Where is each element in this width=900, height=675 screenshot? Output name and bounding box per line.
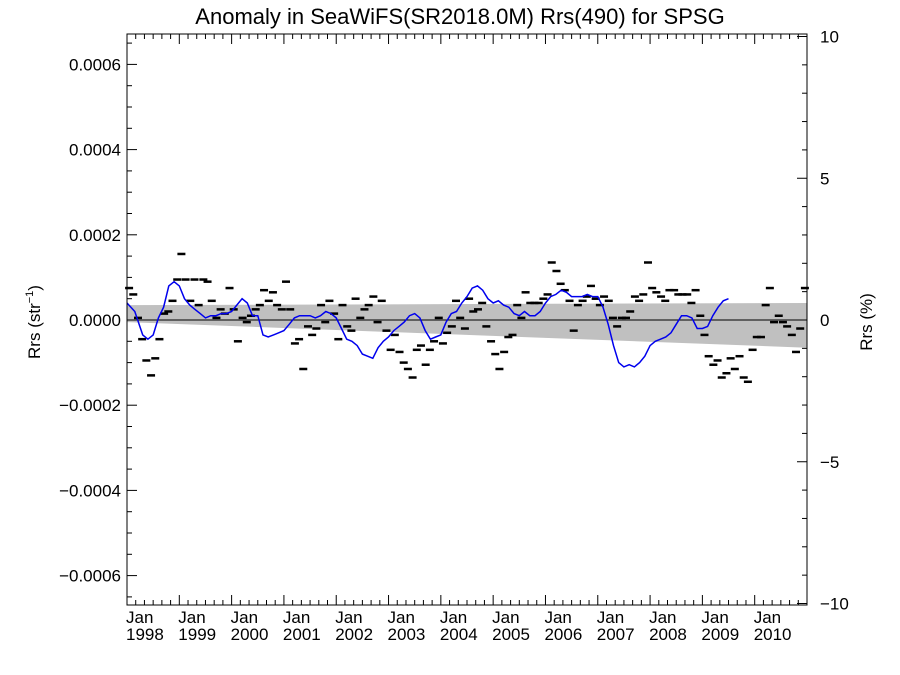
- y-left-tick-label: −0.0004: [59, 481, 121, 500]
- x-tick-label-month: Jan: [388, 608, 415, 627]
- y-right-tick-label: −10: [820, 595, 849, 614]
- chart-title: Anomaly in SeaWiFS(SR2018.0M) Rrs(490) f…: [195, 4, 724, 29]
- y-right-tick-label: 0: [820, 311, 829, 330]
- y-axis-right: 10 5 0 −5 −10: [797, 28, 849, 614]
- y-right-tick-label: 5: [820, 169, 829, 188]
- y-left-tick-label: 0.0000: [69, 311, 121, 330]
- x-tick-label-year: 2002: [335, 625, 373, 644]
- uncertainty-band: [127, 303, 807, 348]
- x-tick-label-year: 2006: [544, 625, 582, 644]
- x-tick-label-month: Jan: [126, 608, 153, 627]
- x-tick-label-month: Jan: [544, 608, 571, 627]
- x-tick-label-year: 2007: [597, 625, 635, 644]
- x-tick-label-month: Jan: [231, 608, 258, 627]
- y-left-tick-label: −0.0006: [59, 567, 121, 586]
- y-left-tick-label: −0.0002: [59, 396, 121, 415]
- x-tick-label-month: Jan: [754, 608, 781, 627]
- x-tick-label-year: 2008: [649, 625, 687, 644]
- plot-area: [125, 33, 809, 606]
- x-tick-label-year: 1999: [178, 625, 216, 644]
- y-left-tick-label: 0.0004: [69, 141, 121, 160]
- x-tick-label-month: Jan: [178, 608, 205, 627]
- x-tick-label-month: Jan: [649, 608, 676, 627]
- x-axis: Jan1998Jan1999Jan2000Jan2001Jan2002Jan20…: [126, 34, 808, 644]
- y-right-tick-label: 10: [820, 28, 839, 47]
- x-tick-label-month: Jan: [335, 608, 362, 627]
- y-axis-left-label-main: Rrs (str: [25, 303, 44, 359]
- x-tick-label-year: 2000: [231, 625, 269, 644]
- x-tick-label-month: Jan: [597, 608, 624, 627]
- y-axis-right-label: Rrs (%): [857, 293, 876, 351]
- monthly-anomaly-markers: [125, 252, 809, 384]
- x-tick-label-year: 2009: [701, 625, 739, 644]
- x-tick-label-year: 2004: [440, 625, 478, 644]
- y-axis-left-label: Rrs (str−1): [24, 285, 44, 359]
- x-tick-label-year: 1998: [126, 625, 164, 644]
- y-axis-left-label-close: ): [25, 285, 44, 291]
- y-axis-left: 0.0006 0.0004 0.0002 0.0000 −0.0002 −0.0004 −0…: [59, 42, 137, 598]
- running-mean-line: [126, 280, 729, 368]
- x-tick-label-year: 2005: [492, 625, 530, 644]
- y-right-tick-label: −5: [820, 453, 839, 472]
- y-left-tick-label: 0.0006: [69, 55, 121, 74]
- x-tick-label-year: 2003: [388, 625, 426, 644]
- x-tick-label-year: 2010: [754, 625, 792, 644]
- x-tick-label-month: Jan: [440, 608, 467, 627]
- y-left-tick-label: 0.0002: [69, 226, 121, 245]
- x-tick-label-month: Jan: [701, 608, 728, 627]
- y-axis-left-label-superscript: −1: [24, 291, 36, 304]
- x-tick-label-month: Jan: [492, 608, 519, 627]
- x-tick-label-month: Jan: [283, 608, 310, 627]
- x-tick-label-year: 2001: [283, 625, 321, 644]
